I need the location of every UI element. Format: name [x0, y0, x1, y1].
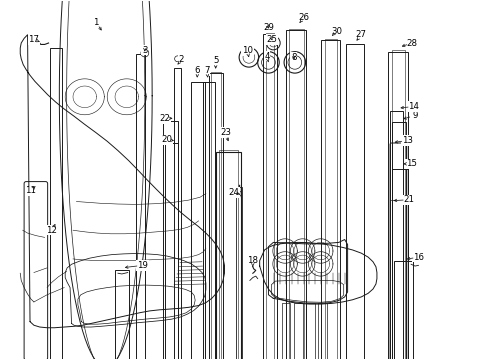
Bar — [191, 82, 205, 360]
Text: 21: 21 — [403, 195, 414, 204]
Text: 25: 25 — [267, 35, 277, 44]
Bar — [173, 68, 181, 360]
Bar — [263, 34, 277, 360]
Text: 7: 7 — [204, 66, 210, 75]
Bar — [266, 33, 274, 360]
Text: 23: 23 — [220, 128, 231, 137]
Bar — [216, 152, 241, 360]
Text: 9: 9 — [413, 111, 417, 120]
Bar — [49, 48, 62, 360]
Bar — [392, 122, 406, 360]
Text: 18: 18 — [247, 256, 258, 265]
Bar — [115, 270, 129, 360]
Text: 30: 30 — [331, 27, 343, 36]
Bar — [282, 303, 291, 360]
Bar — [390, 111, 403, 360]
Text: 28: 28 — [407, 39, 417, 48]
Bar — [236, 187, 242, 360]
Text: 16: 16 — [413, 253, 424, 262]
Bar — [209, 73, 222, 360]
Bar — [392, 168, 408, 360]
Text: 2: 2 — [179, 55, 184, 64]
Text: 17: 17 — [28, 35, 39, 44]
Bar — [392, 50, 405, 360]
Text: 6: 6 — [195, 66, 200, 75]
Text: 26: 26 — [298, 13, 309, 22]
Text: 3: 3 — [142, 46, 147, 55]
Text: 22: 22 — [159, 114, 170, 123]
Bar — [388, 52, 408, 360]
Bar — [294, 303, 303, 360]
Bar — [211, 72, 220, 360]
Bar — [136, 54, 146, 360]
Bar — [318, 303, 327, 360]
Text: 5: 5 — [213, 57, 219, 66]
Text: 15: 15 — [406, 159, 416, 168]
Bar — [163, 121, 177, 360]
Text: 29: 29 — [263, 23, 274, 32]
Bar — [306, 303, 315, 360]
Text: 1: 1 — [93, 18, 98, 27]
Bar — [203, 82, 215, 360]
Bar — [394, 261, 413, 360]
Bar — [345, 44, 364, 360]
Text: 12: 12 — [47, 226, 57, 235]
Text: 27: 27 — [356, 30, 367, 39]
Text: 13: 13 — [402, 136, 413, 145]
Text: 10: 10 — [242, 46, 253, 55]
Bar — [289, 29, 304, 360]
Text: 4: 4 — [264, 52, 270, 61]
Text: 8: 8 — [291, 53, 296, 62]
Bar — [325, 39, 337, 360]
Text: 20: 20 — [161, 135, 172, 144]
Text: 11: 11 — [25, 186, 36, 195]
Bar — [165, 143, 177, 360]
Bar — [219, 150, 238, 360]
Text: 19: 19 — [137, 261, 148, 270]
Bar — [321, 40, 340, 360]
Text: 24: 24 — [229, 188, 240, 197]
Bar — [286, 30, 306, 360]
Text: 14: 14 — [408, 102, 419, 111]
